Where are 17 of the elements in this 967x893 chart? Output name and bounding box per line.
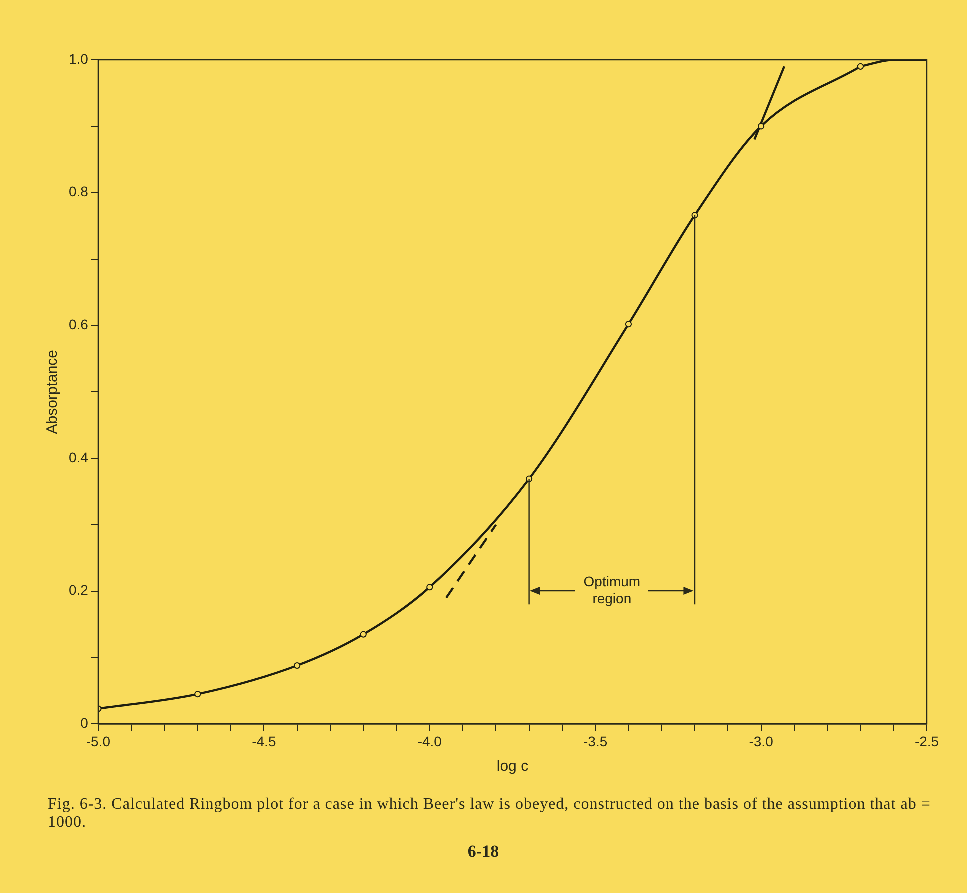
annotation: Optimum region — [584, 574, 641, 607]
x-tick-label: -2.5 — [914, 733, 940, 750]
y-tick-label: 0.8 — [68, 184, 89, 200]
y-axis-title: Absorptance — [44, 350, 62, 434]
x-tick-label: -4.0 — [418, 733, 442, 750]
y-tick-label: 0.4 — [68, 449, 89, 466]
text: 6-18 — [466, 842, 500, 862]
x-tick-label: -4.5 — [252, 733, 276, 750]
y-tick-label: 0.2 — [68, 582, 89, 598]
x-tick-label: -3.0 — [749, 733, 774, 750]
y-tick-label: 0.6 — [68, 316, 89, 333]
x-axis-title: log c — [496, 758, 530, 776]
x-tick-label: -5.0 — [86, 733, 111, 750]
y-tick-label: 1.0 — [68, 50, 89, 67]
y-tick-label: 0 — [80, 715, 89, 732]
caption: Fig. 6-3. Calculated Ringbom plot for a case in which Beer's law is obeyed, constructed on the basis of the assumption that ab = 1000. — [48, 796, 932, 832]
x-tick-label: -3.5 — [584, 733, 608, 750]
